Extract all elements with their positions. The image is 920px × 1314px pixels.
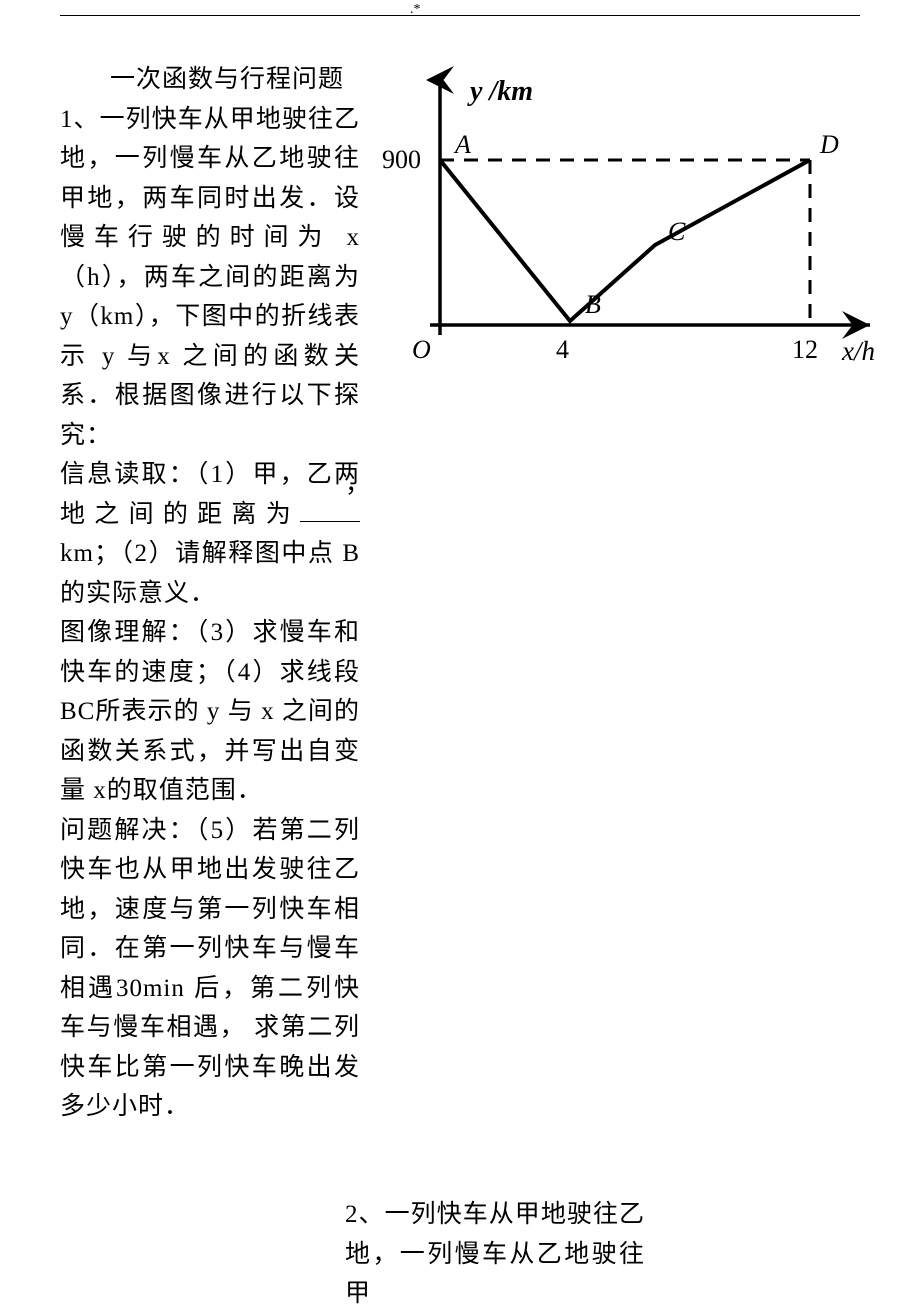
y-axis-label: y /km	[467, 76, 533, 107]
right-column: y /km 900 A B C	[370, 60, 890, 370]
graph-understanding-section: 图像理解：（3）求慢车和快车的速度；（4）求线段 BC所表示的 y 与 x 之间…	[60, 613, 360, 811]
x-tick-4: 4	[556, 335, 569, 364]
distance-time-chart: y /km 900 A B C	[370, 60, 890, 370]
data-polyline	[440, 160, 810, 321]
document-title: 一次函数与行程问题	[60, 60, 360, 100]
asterisk-mark: .*	[410, 2, 421, 18]
origin-label: O	[412, 335, 431, 364]
content-area: 一次函数与行程问题 1、一列快车从甲地驶往乙地，一列慢车从乙地驶往甲地，两车同时…	[60, 20, 860, 1127]
point-b-label: B	[585, 290, 601, 319]
x-tick-12: 12	[792, 335, 818, 364]
problem-1-intro: 1、一列快车从甲地驶往乙地，一列慢车从乙地驶往甲地，两车同时出发．设慢车行驶的时…	[60, 100, 360, 456]
problem-solving-section: 问题解决：（5）若第二列快车也从甲地出发驶往乙地，速度与第一列快车相同．在第一列…	[60, 811, 360, 1127]
problem-2-intro: 2、一列快车从甲地驶往乙地，一列慢车从乙地驶往甲	[345, 1195, 645, 1314]
info-unit-text: km；（2）请解释图中点 B 的实际意义．	[60, 540, 360, 607]
chart-container: y /km 900 A B C	[370, 60, 890, 370]
left-column: 一次函数与行程问题 1、一列快车从甲地驶往乙地，一列慢车从乙地驶往甲地，两车同时…	[60, 60, 360, 1127]
point-a-label: A	[453, 130, 471, 159]
y-tick-900: 900	[382, 145, 421, 174]
point-d-label: D	[819, 130, 839, 159]
info-reading-section: 信息读取：（1）甲，乙两地之间的距离为km；（2）请解释图中点 B 的实际意义．	[60, 455, 360, 613]
point-c-label: C	[668, 217, 686, 246]
x-axis-label: x/h	[841, 336, 875, 366]
top-border	[60, 15, 860, 16]
stray-comma: ，	[345, 465, 371, 505]
